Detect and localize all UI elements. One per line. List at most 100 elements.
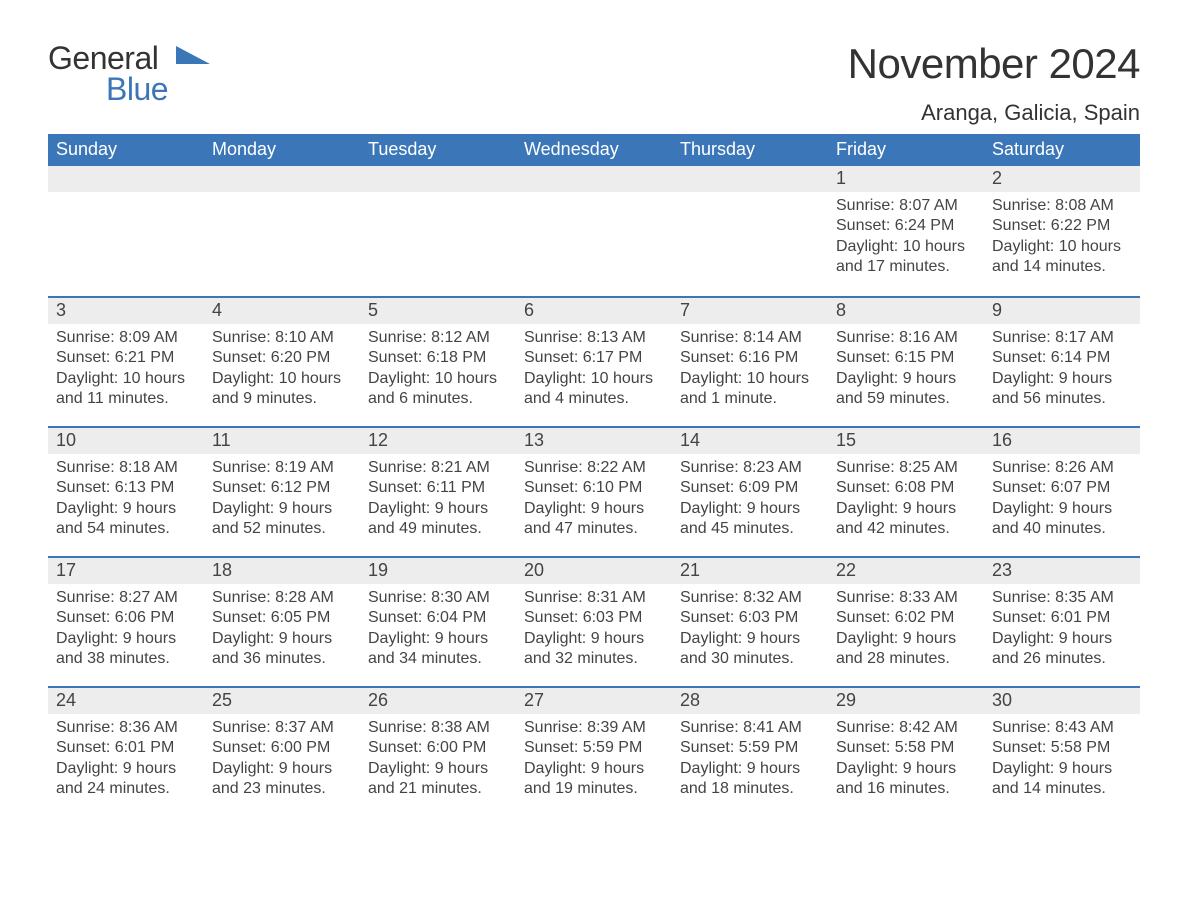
sunrise-text: Sunrise: 8:32 AM	[680, 588, 820, 608]
daylight-line1: Daylight: 9 hours	[56, 499, 196, 519]
calendar-day-cell: 19Sunrise: 8:30 AMSunset: 6:04 PMDayligh…	[360, 558, 516, 686]
brand-triangle-icon	[176, 46, 210, 64]
day-number: 22	[828, 558, 984, 584]
sunset-text: Sunset: 6:00 PM	[368, 738, 508, 758]
daylight-line2: and 40 minutes.	[992, 519, 1132, 539]
daylight-line1: Daylight: 9 hours	[992, 499, 1132, 519]
calendar-day-cell: 14Sunrise: 8:23 AMSunset: 6:09 PMDayligh…	[672, 428, 828, 556]
daylight-line1: Daylight: 9 hours	[680, 629, 820, 649]
day-details: Sunrise: 8:23 AMSunset: 6:09 PMDaylight:…	[672, 454, 828, 548]
sunset-text: Sunset: 6:03 PM	[680, 608, 820, 628]
calendar-week-row: 1Sunrise: 8:07 AMSunset: 6:24 PMDaylight…	[48, 166, 1140, 296]
daylight-line1: Daylight: 10 hours	[212, 369, 352, 389]
day-details: Sunrise: 8:27 AMSunset: 6:06 PMDaylight:…	[48, 584, 204, 678]
calendar-day-cell: 9Sunrise: 8:17 AMSunset: 6:14 PMDaylight…	[984, 298, 1140, 426]
calendar-day-cell: 6Sunrise: 8:13 AMSunset: 6:17 PMDaylight…	[516, 298, 672, 426]
daylight-line2: and 14 minutes.	[992, 779, 1132, 799]
sunrise-text: Sunrise: 8:27 AM	[56, 588, 196, 608]
empty-day-bar	[360, 166, 516, 192]
daylight-line2: and 11 minutes.	[56, 389, 196, 409]
daylight-line2: and 49 minutes.	[368, 519, 508, 539]
sunrise-text: Sunrise: 8:39 AM	[524, 718, 664, 738]
sunset-text: Sunset: 6:08 PM	[836, 478, 976, 498]
daylight-line2: and 23 minutes.	[212, 779, 352, 799]
sunset-text: Sunset: 6:05 PM	[212, 608, 352, 628]
daylight-line1: Daylight: 10 hours	[56, 369, 196, 389]
empty-day-bar	[672, 166, 828, 192]
day-details: Sunrise: 8:42 AMSunset: 5:58 PMDaylight:…	[828, 714, 984, 808]
day-number: 10	[48, 428, 204, 454]
calendar-day-cell: 22Sunrise: 8:33 AMSunset: 6:02 PMDayligh…	[828, 558, 984, 686]
calendar-day-cell: 30Sunrise: 8:43 AMSunset: 5:58 PMDayligh…	[984, 688, 1140, 816]
sunrise-text: Sunrise: 8:37 AM	[212, 718, 352, 738]
day-number: 27	[516, 688, 672, 714]
calendar-day-cell	[360, 166, 516, 296]
daylight-line2: and 4 minutes.	[524, 389, 664, 409]
calendar-grid: Sunday Monday Tuesday Wednesday Thursday…	[48, 134, 1140, 816]
day-details: Sunrise: 8:19 AMSunset: 6:12 PMDaylight:…	[204, 454, 360, 548]
day-number: 17	[48, 558, 204, 584]
sunset-text: Sunset: 6:01 PM	[992, 608, 1132, 628]
calendar-day-cell: 28Sunrise: 8:41 AMSunset: 5:59 PMDayligh…	[672, 688, 828, 816]
day-details: Sunrise: 8:26 AMSunset: 6:07 PMDaylight:…	[984, 454, 1140, 548]
daylight-line1: Daylight: 9 hours	[368, 629, 508, 649]
day-number: 12	[360, 428, 516, 454]
calendar-day-cell	[672, 166, 828, 296]
day-number: 30	[984, 688, 1140, 714]
day-details: Sunrise: 8:43 AMSunset: 5:58 PMDaylight:…	[984, 714, 1140, 808]
daylight-line1: Daylight: 9 hours	[368, 499, 508, 519]
day-number: 1	[828, 166, 984, 192]
sunrise-text: Sunrise: 8:31 AM	[524, 588, 664, 608]
day-number: 13	[516, 428, 672, 454]
sunrise-text: Sunrise: 8:07 AM	[836, 196, 976, 216]
sunrise-text: Sunrise: 8:14 AM	[680, 328, 820, 348]
day-details: Sunrise: 8:33 AMSunset: 6:02 PMDaylight:…	[828, 584, 984, 678]
dow-wednesday: Wednesday	[516, 134, 672, 166]
daylight-line2: and 38 minutes.	[56, 649, 196, 669]
sunrise-text: Sunrise: 8:35 AM	[992, 588, 1132, 608]
empty-day-bar	[516, 166, 672, 192]
sunset-text: Sunset: 6:02 PM	[836, 608, 976, 628]
day-number: 19	[360, 558, 516, 584]
daylight-line1: Daylight: 9 hours	[212, 499, 352, 519]
calendar-day-cell: 8Sunrise: 8:16 AMSunset: 6:15 PMDaylight…	[828, 298, 984, 426]
calendar-page: General Blue November 2024 Aranga, Galic…	[0, 0, 1188, 864]
calendar-day-cell: 18Sunrise: 8:28 AMSunset: 6:05 PMDayligh…	[204, 558, 360, 686]
sunset-text: Sunset: 6:17 PM	[524, 348, 664, 368]
daylight-line2: and 26 minutes.	[992, 649, 1132, 669]
day-number: 7	[672, 298, 828, 324]
brand-text: General Blue	[48, 40, 158, 114]
daylight-line1: Daylight: 10 hours	[680, 369, 820, 389]
brand-blue: Blue	[106, 71, 216, 108]
day-number: 18	[204, 558, 360, 584]
sunset-text: Sunset: 6:13 PM	[56, 478, 196, 498]
day-details: Sunrise: 8:32 AMSunset: 6:03 PMDaylight:…	[672, 584, 828, 678]
sunset-text: Sunset: 6:16 PM	[680, 348, 820, 368]
calendar-day-cell	[516, 166, 672, 296]
daylight-line2: and 9 minutes.	[212, 389, 352, 409]
brand-logo: General Blue	[48, 40, 158, 114]
sunset-text: Sunset: 6:20 PM	[212, 348, 352, 368]
daylight-line2: and 42 minutes.	[836, 519, 976, 539]
sunrise-text: Sunrise: 8:30 AM	[368, 588, 508, 608]
day-number: 16	[984, 428, 1140, 454]
calendar-week-row: 10Sunrise: 8:18 AMSunset: 6:13 PMDayligh…	[48, 426, 1140, 556]
calendar-week-row: 17Sunrise: 8:27 AMSunset: 6:06 PMDayligh…	[48, 556, 1140, 686]
daylight-line2: and 34 minutes.	[368, 649, 508, 669]
calendar-day-cell: 11Sunrise: 8:19 AMSunset: 6:12 PMDayligh…	[204, 428, 360, 556]
sunset-text: Sunset: 6:18 PM	[368, 348, 508, 368]
daylight-line1: Daylight: 9 hours	[680, 759, 820, 779]
daylight-line1: Daylight: 9 hours	[212, 759, 352, 779]
day-of-week-header-row: Sunday Monday Tuesday Wednesday Thursday…	[48, 134, 1140, 166]
daylight-line1: Daylight: 9 hours	[836, 499, 976, 519]
sunrise-text: Sunrise: 8:41 AM	[680, 718, 820, 738]
day-number: 20	[516, 558, 672, 584]
daylight-line2: and 45 minutes.	[680, 519, 820, 539]
day-number: 11	[204, 428, 360, 454]
day-details: Sunrise: 8:41 AMSunset: 5:59 PMDaylight:…	[672, 714, 828, 808]
calendar-day-cell: 16Sunrise: 8:26 AMSunset: 6:07 PMDayligh…	[984, 428, 1140, 556]
day-details: Sunrise: 8:31 AMSunset: 6:03 PMDaylight:…	[516, 584, 672, 678]
sunrise-text: Sunrise: 8:23 AM	[680, 458, 820, 478]
sunrise-text: Sunrise: 8:10 AM	[212, 328, 352, 348]
day-details: Sunrise: 8:39 AMSunset: 5:59 PMDaylight:…	[516, 714, 672, 808]
